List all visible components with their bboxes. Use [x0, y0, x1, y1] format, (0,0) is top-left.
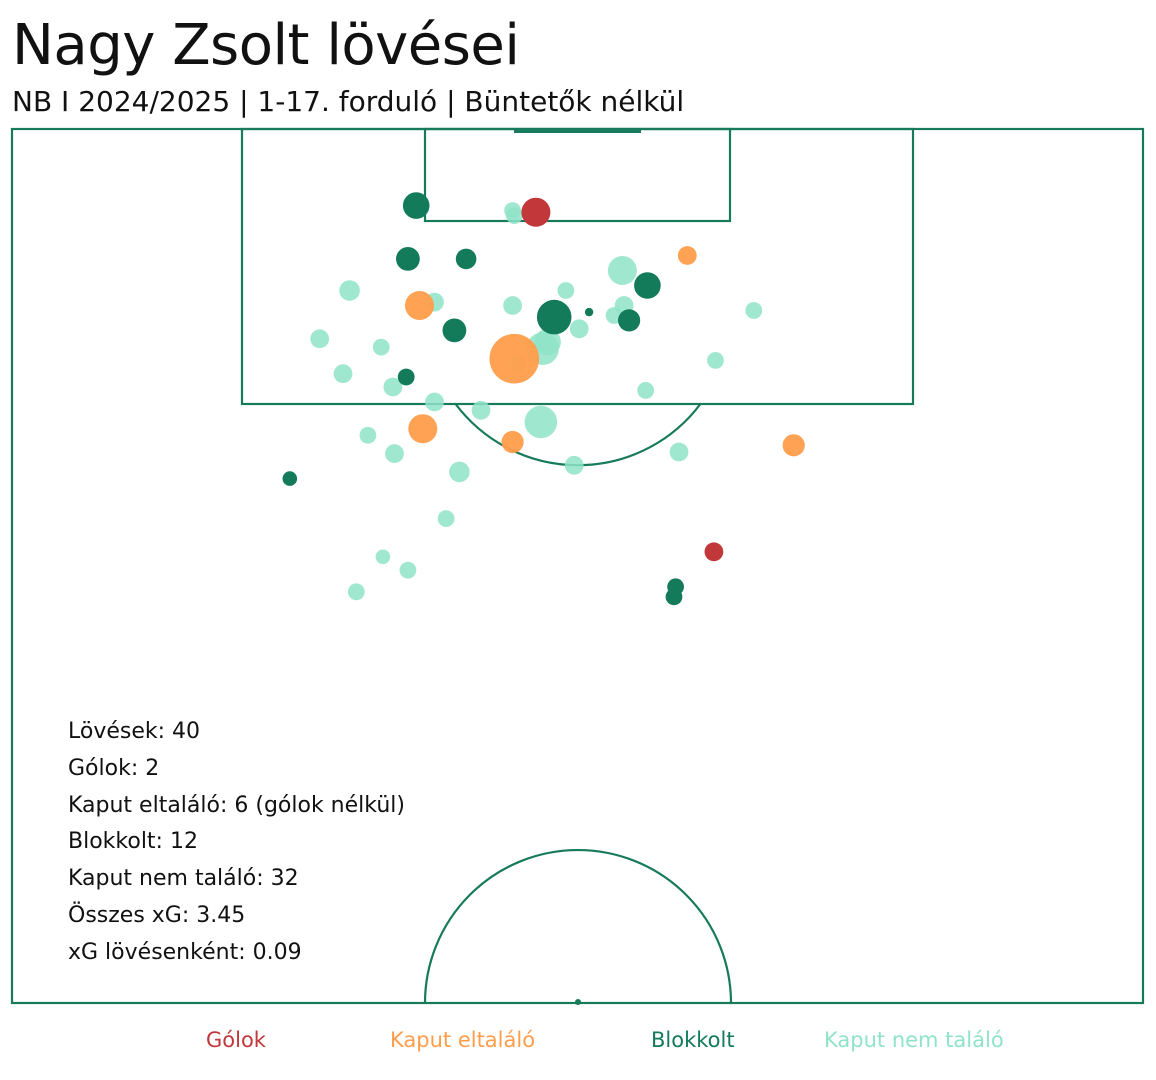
shots-layer: [282, 192, 805, 606]
stat-total-xg: Összes xG: 3.45: [68, 902, 246, 928]
shot-off-target-13: [524, 405, 558, 439]
stats-panel: Lövések: 40 Gólok: 2 Kaput eltaláló: 6 (…: [68, 714, 405, 972]
shot-off-target-15: [669, 442, 689, 462]
centre-spot: [575, 999, 581, 1005]
shot-off-target-2: [607, 256, 637, 285]
shot-blocked-1: [402, 192, 430, 219]
shot-blocked-2: [396, 247, 420, 271]
shot-off-target-3: [339, 280, 360, 301]
shot-on-target-4: [408, 414, 438, 444]
shot-goal-2: [704, 542, 724, 562]
shot-blocked-3: [455, 248, 477, 270]
shot-blocked-5: [536, 299, 572, 335]
stat-off-target: Kaput nem találó: 32: [68, 866, 299, 892]
shot-off-target-26: [310, 329, 330, 349]
penalty-arc: [454, 403, 702, 467]
shot-blocked-6: [584, 307, 594, 317]
shot-off-target-29: [637, 382, 655, 399]
shot-off-target-7: [745, 302, 763, 319]
shot-blocked-4: [634, 272, 661, 299]
shot-off-target-21: [505, 207, 523, 225]
shot-on-target-6: [782, 434, 805, 457]
shot-off-target-32: [359, 426, 377, 444]
chart-subtitle: NB I 2024/2025 | 1-17. forduló | Büntető…: [12, 85, 685, 118]
shot-on-target-2: [405, 291, 434, 320]
stat-goals: Gólok: 2: [68, 755, 160, 781]
centre-circle: [423, 848, 733, 1004]
legend-blocked: Blokkolt: [651, 1028, 735, 1052]
shot-off-target-16: [449, 461, 470, 483]
stat-blocked: Blokkolt: 12: [68, 829, 198, 855]
shot-off-target-30: [437, 510, 455, 527]
shot-off-target-20: [347, 583, 365, 601]
shot-off-target-25: [372, 338, 390, 356]
legend-on-target: Kaput eltaláló: [390, 1028, 536, 1052]
shot-blocked-12: [665, 588, 683, 606]
shot-off-target-14: [385, 444, 404, 463]
legend-off-target: Kaput nem találó: [824, 1028, 1004, 1052]
shot-blocked-7: [618, 309, 641, 332]
shot-blocked-8: [442, 318, 467, 343]
shot-off-target-19: [399, 561, 417, 579]
six-yard-box: [423, 127, 732, 223]
shot-off-target-10: [333, 364, 353, 384]
shot-off-target-12: [425, 392, 444, 412]
shot-on-target-1: [677, 246, 697, 265]
shot-off-target-5: [503, 296, 522, 315]
shot-off-target-31: [707, 352, 724, 369]
shot-blocked-9: [397, 368, 415, 386]
chart-title: Nagy Zsolt lövései: [12, 13, 520, 78]
shot-off-target-11: [383, 377, 403, 397]
shot-off-target-22: [569, 319, 589, 339]
stat-on-target: Kaput eltaláló: 6 (gólok nélkül): [68, 792, 405, 818]
stat-shots: Lövések: 40: [68, 719, 201, 744]
shot-off-target-18: [375, 549, 391, 565]
penalty-area: [240, 127, 915, 406]
shot-off-target-27: [557, 282, 575, 299]
shot-off-target-17: [564, 455, 584, 475]
shot-on-target-5: [501, 430, 524, 454]
shot-off-target-28: [471, 400, 491, 420]
legend-goals: Gólok: [206, 1028, 266, 1052]
shot-on-target-3: [489, 333, 540, 384]
shot-blocked-10: [282, 471, 298, 486]
stat-xg-per-shot: xG lövésenként: 0.09: [68, 939, 302, 965]
shot-goal-1: [521, 197, 551, 227]
